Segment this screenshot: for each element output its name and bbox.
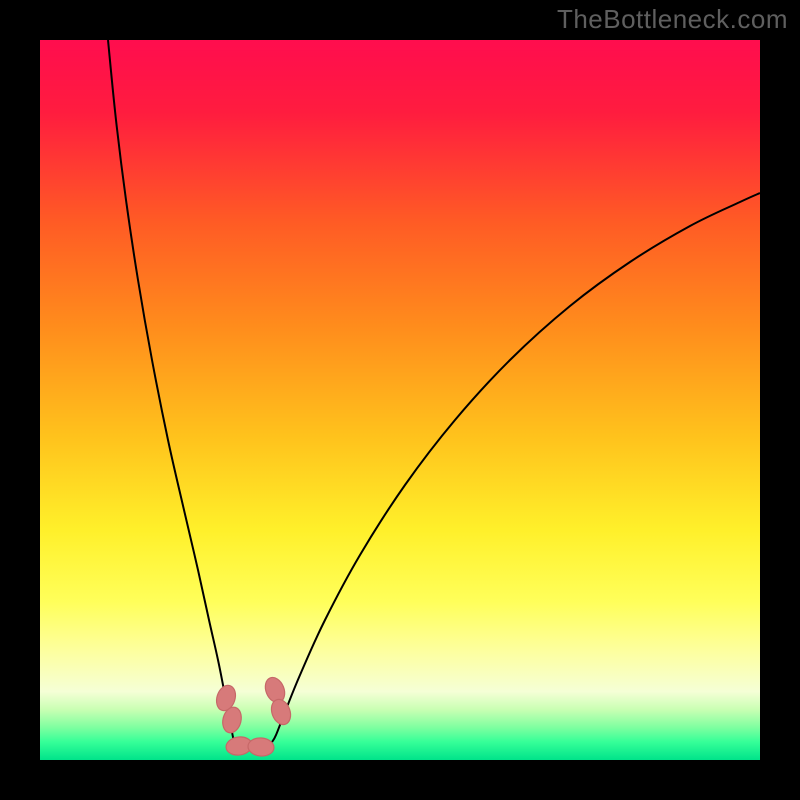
watermark-text: TheBottleneck.com — [557, 4, 788, 35]
gradient-background — [40, 40, 760, 760]
bottleneck-chart — [0, 0, 800, 800]
chart-stage: TheBottleneck.com — [0, 0, 800, 800]
plot-area — [40, 40, 760, 760]
